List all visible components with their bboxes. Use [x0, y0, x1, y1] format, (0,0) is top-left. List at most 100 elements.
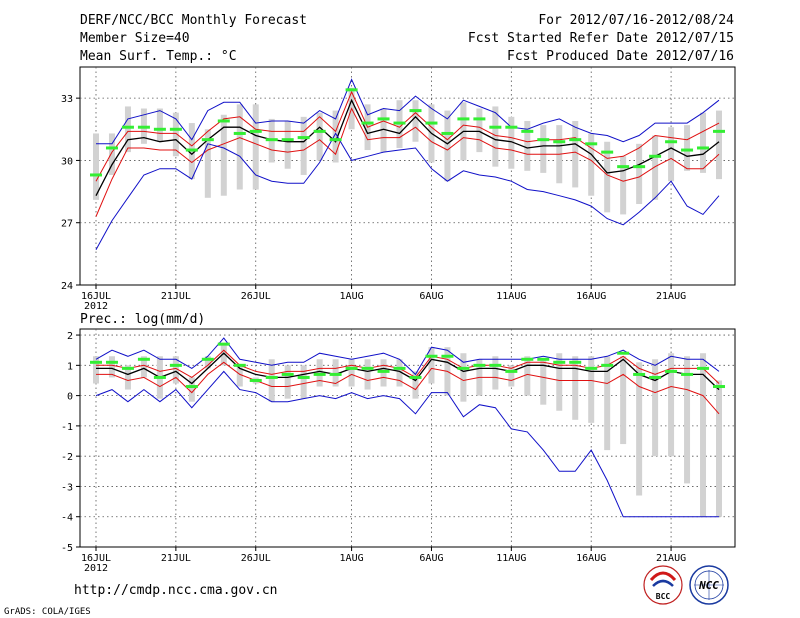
temp-y-tick-label: 27 — [61, 219, 73, 230]
prec-x-tick-label: 1AUG — [340, 553, 364, 564]
temp-series-min — [95, 132, 720, 250]
prec-y-tick-label: -3 — [61, 482, 73, 493]
prec-spread-bar — [380, 359, 387, 387]
prec-spread-bar — [220, 344, 227, 366]
temp-spread-bar — [220, 114, 227, 196]
temperature-panel: 24 27 30 33 16JUL 21JUL 26JUL 1AUG 6AUG 11AUG 16A… — [61, 66, 736, 312]
prec-y-tick-label: 0 — [67, 392, 73, 403]
temp-spread-bar — [620, 156, 627, 215]
forecast-produced-date: Fcst Produced Date 2012/07/16 — [507, 49, 734, 64]
prec-y-tick-label: -2 — [61, 452, 73, 463]
precip-panel-title: Prec.: log(mm/d) — [80, 312, 205, 327]
temperature-y-axis: 24 27 30 33 — [61, 94, 80, 292]
temp-spread-bar — [156, 108, 163, 142]
temp-x-tick-label: 6AUG — [419, 291, 443, 302]
prec-y-tick-label: 2 — [67, 331, 73, 342]
temp-spread-bar — [540, 125, 547, 173]
temp-x-tick-label: 1AUG — [340, 291, 364, 302]
prec-x-tick-label: 26JUL — [241, 553, 271, 564]
temp-spread-bar — [476, 108, 483, 153]
temp-spread-bar — [108, 133, 115, 175]
prec-spread-bar — [524, 356, 531, 396]
temp-spread-bar — [252, 104, 259, 190]
prec-spread-bar — [93, 356, 99, 384]
prec-spread-bar — [188, 377, 195, 402]
prec-x-tick-label: 16JUL — [81, 553, 111, 564]
prec-spread-bar — [572, 356, 579, 420]
ncc-logo-text: NCC — [698, 579, 719, 592]
temp-spread-bar — [412, 100, 419, 142]
temp-x-tick-label: 21AUG — [656, 291, 686, 302]
grads-credit: GrADS: COLA/IGES — [4, 607, 91, 617]
prec-y-tick-label: -5 — [61, 543, 73, 554]
temperature-series — [95, 78, 720, 250]
temp-spread-bar — [236, 104, 243, 190]
prec-x-tick-label: 16AUG — [576, 553, 606, 564]
temp-spread-bar — [172, 112, 179, 157]
temp-spread-bar — [124, 106, 131, 153]
forecast-period: For 2012/07/16-2012/08/24 — [538, 13, 734, 28]
temp-x-tick-label: 26JUL — [241, 291, 271, 302]
temp-spread-bar — [700, 112, 707, 173]
prec-spread-bar — [684, 356, 691, 484]
prec-spread-bar — [716, 380, 722, 517]
temp-spread-bar — [492, 106, 499, 167]
temp-spread-bar — [204, 129, 211, 198]
temp-series-upper — [95, 90, 720, 182]
prec-y-tick-label: 1 — [67, 361, 73, 372]
forecast-started-date: Fcst Started Refer Date 2012/07/15 — [468, 31, 734, 46]
prec-spread-bar — [316, 359, 323, 387]
prec-spread-bar — [652, 359, 659, 457]
temp-spread-bar — [508, 116, 515, 169]
prec-spread-bar — [620, 356, 627, 445]
temp-y-tick-label: 33 — [61, 94, 73, 105]
ncc-logo: NCC — [689, 565, 729, 605]
prec-series-lower — [96, 361, 720, 415]
prec-spread-bar — [284, 365, 291, 399]
prec-x-tick-label: 6AUG — [419, 553, 443, 564]
temp-year-label: 2012 — [84, 301, 108, 312]
prec-spread-bar — [108, 356, 115, 378]
prec-spread-bar — [268, 359, 275, 402]
temperature-x-axis: 16JUL 21JUL 26JUL 1AUG 6AUG 11AUG 16AUG 21AUG 20… — [81, 285, 686, 312]
bcc-logo-text: BCC — [656, 592, 671, 601]
temperature-control-markers — [90, 88, 725, 177]
temp-spread-bar — [316, 112, 323, 161]
prec-series-min — [95, 370, 719, 518]
temp-x-tick-label: 11AUG — [496, 291, 526, 302]
prec-spread-bar — [236, 365, 243, 387]
precipitation-series — [95, 337, 720, 518]
temp-series-max — [96, 78, 720, 145]
prec-spread-bar — [460, 353, 467, 402]
temp-x-tick-label: 21JUL — [161, 291, 191, 302]
prec-spread-bar — [700, 353, 707, 517]
prec-spread-bar — [588, 356, 595, 423]
source-url[interactable]: http://cmdp.ncc.cma.gov.cn — [74, 583, 278, 598]
bcc-logo: BCC — [643, 565, 683, 605]
prec-series-mean — [96, 352, 720, 391]
prec-spread-bar — [540, 359, 547, 405]
bcc-logo-wave-icon — [652, 579, 674, 587]
prec-spread-bar — [668, 353, 675, 457]
temp-spread-bar — [716, 110, 722, 180]
precipitation-panel: -5 -4 -3 -2 -1 0 1 2 16JUL 21JUL 26JUL 1AUG 6AUG 11A… — [61, 328, 736, 574]
prec-spread-bar — [204, 356, 211, 369]
temp-spread-bar — [588, 133, 595, 196]
prec-spread-bar — [124, 365, 131, 390]
temp-spread-bar — [572, 120, 579, 188]
temp-y-tick-label: 24 — [61, 281, 73, 292]
prec-spread-bar — [300, 365, 307, 399]
temp-spread-bar — [380, 108, 387, 153]
prec-x-tick-label: 21JUL — [161, 553, 191, 564]
temp-spread-bar — [636, 143, 643, 205]
prec-spread-bar — [172, 356, 179, 384]
prec-spread-bar — [508, 365, 515, 387]
temp-x-tick-label: 16AUG — [576, 291, 606, 302]
prec-year-label: 2012 — [84, 563, 108, 574]
prec-spread-bar — [636, 362, 643, 496]
temp-spread-bar — [524, 120, 531, 171]
prec-series-max — [95, 337, 720, 376]
bcc-logo-swirl-icon — [649, 571, 677, 582]
temp-spread-bar — [684, 125, 691, 171]
prec-spread-bar — [396, 359, 403, 387]
